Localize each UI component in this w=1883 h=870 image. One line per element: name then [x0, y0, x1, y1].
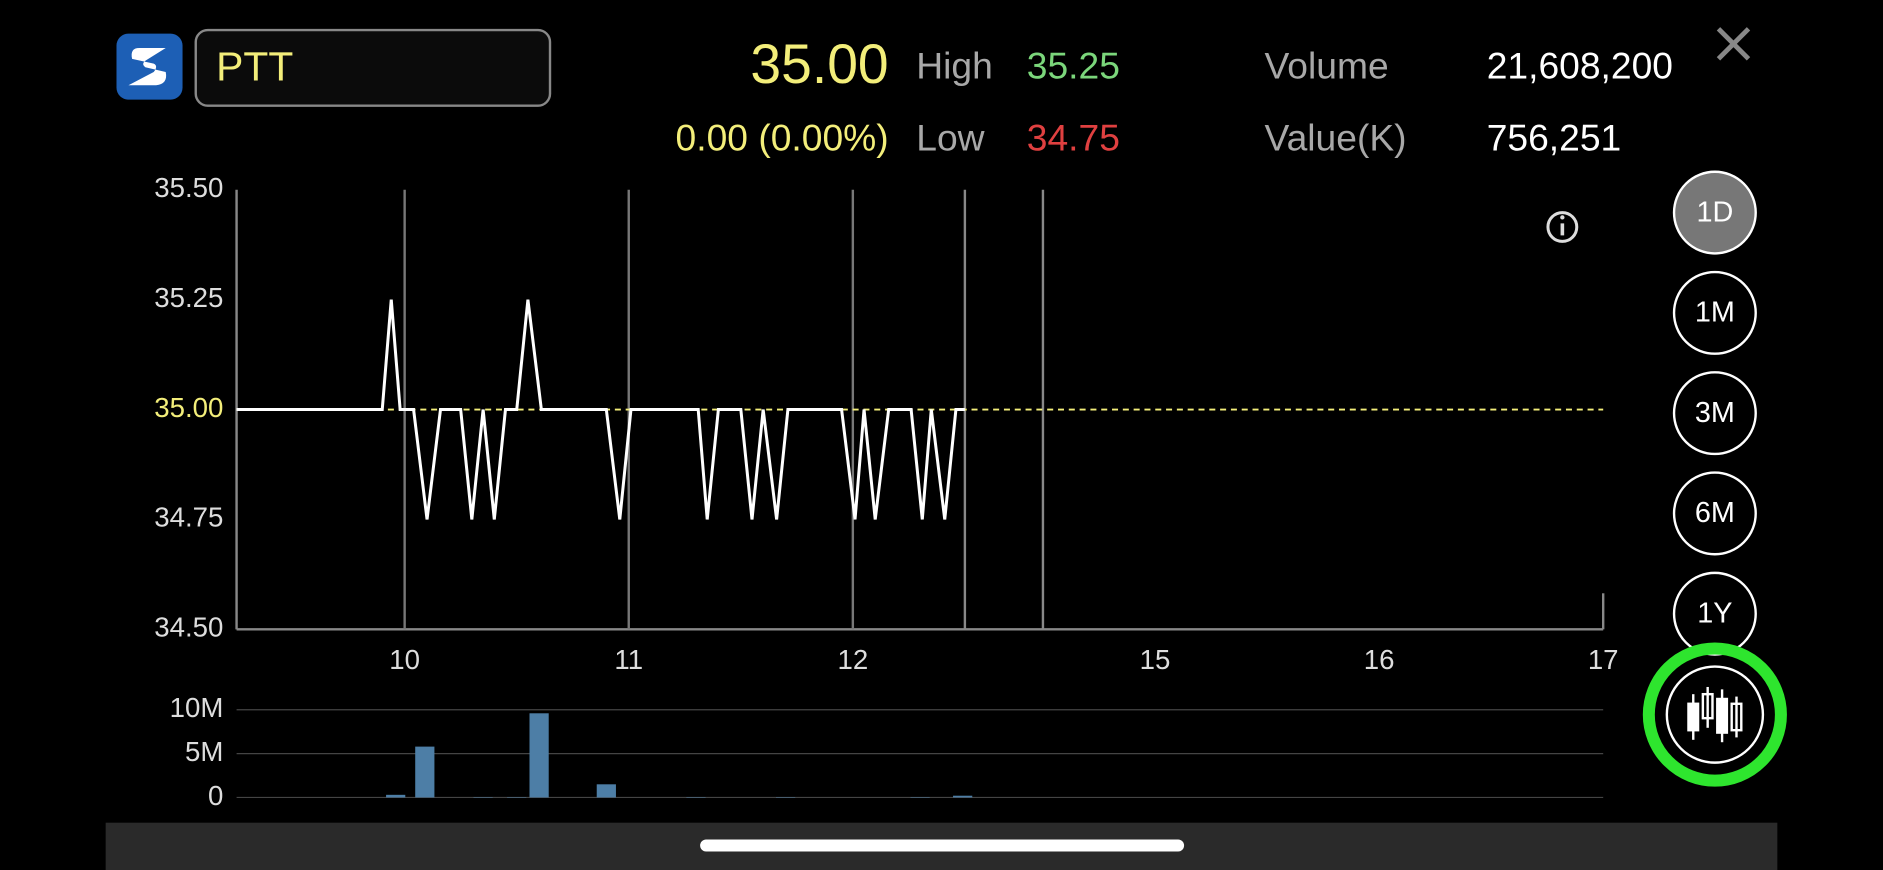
volume-label: Volume [1265, 44, 1389, 86]
volume-bar [386, 794, 406, 798]
symbol-box[interactable] [194, 28, 552, 107]
x-tick-label: 16 [1364, 644, 1395, 675]
x-tick-label: 10 [389, 644, 420, 675]
home-indicator[interactable] [700, 839, 1185, 852]
highlight-ring [1642, 642, 1787, 787]
y-tick-label: 34.75 [154, 502, 223, 533]
low: 34.75 [1027, 116, 1120, 158]
y-tick-label: 35.00 [154, 392, 223, 423]
app-logo[interactable] [116, 33, 183, 100]
logo-glyph [128, 48, 167, 86]
button-ring [1665, 665, 1765, 764]
candle-icon [1687, 686, 1743, 743]
info-ring [1546, 211, 1579, 243]
info-button[interactable] [1546, 211, 1579, 243]
price: 35.00 [750, 33, 888, 95]
low-label: Low [916, 116, 984, 158]
button-label: 1M [1695, 297, 1735, 329]
range-button[interactable]: 1Y [1672, 571, 1757, 656]
y-tick-label: 35.50 [154, 172, 223, 203]
chart-type-button[interactable] [1642, 642, 1787, 787]
range-buttons: 1D 1M 3M 6M 1Y [1672, 170, 1757, 656]
high: 35.25 [1027, 44, 1120, 86]
x-tick-label: 11 [614, 644, 643, 675]
button-circle [1672, 270, 1757, 355]
change: 0.00 (0.00%) [676, 116, 889, 158]
button-circle [1672, 170, 1757, 255]
volume: 21,608,200 [1487, 44, 1673, 86]
price-line [236, 299, 965, 520]
close-button[interactable] [1716, 27, 1751, 61]
volume-bar [415, 746, 435, 798]
info-dot [1560, 215, 1565, 220]
range-button[interactable]: 3M [1672, 371, 1757, 456]
range-button[interactable]: 1M [1672, 270, 1757, 355]
y-tick-label: 0 [208, 780, 223, 811]
value: 756,251 [1487, 116, 1622, 158]
button-label: 6M [1695, 497, 1735, 529]
high-label: High [916, 44, 993, 86]
x-tick-label: 15 [1140, 644, 1171, 675]
x-tick-label: 12 [837, 644, 868, 675]
y-tick-label: 10M [170, 692, 224, 723]
volume-bar [529, 713, 549, 798]
y-tick-label: 5M [185, 736, 223, 767]
volume-bar [596, 784, 616, 798]
close-stroke [1716, 27, 1751, 61]
button-label: 1Y [1697, 598, 1732, 630]
button-label: 3M [1695, 397, 1735, 429]
range-button[interactable]: 6M [1672, 471, 1757, 556]
value-label: Value(K) [1265, 116, 1407, 158]
button-circle [1672, 471, 1757, 556]
x-tick-label: 17 [1588, 644, 1619, 675]
range-button[interactable]: 1D [1672, 170, 1757, 255]
charts: 34.50 34.75 35.00 35.25 35.50 10 11 12 15 16 17 0 5M… [154, 172, 1618, 811]
y-tick-label: 34.50 [154, 612, 223, 643]
button-circle [1672, 371, 1757, 456]
button-label: 1D [1696, 196, 1733, 228]
volume-bar [953, 795, 973, 798]
symbol: PTT [216, 43, 293, 89]
y-tick-label: 35.25 [154, 282, 223, 313]
